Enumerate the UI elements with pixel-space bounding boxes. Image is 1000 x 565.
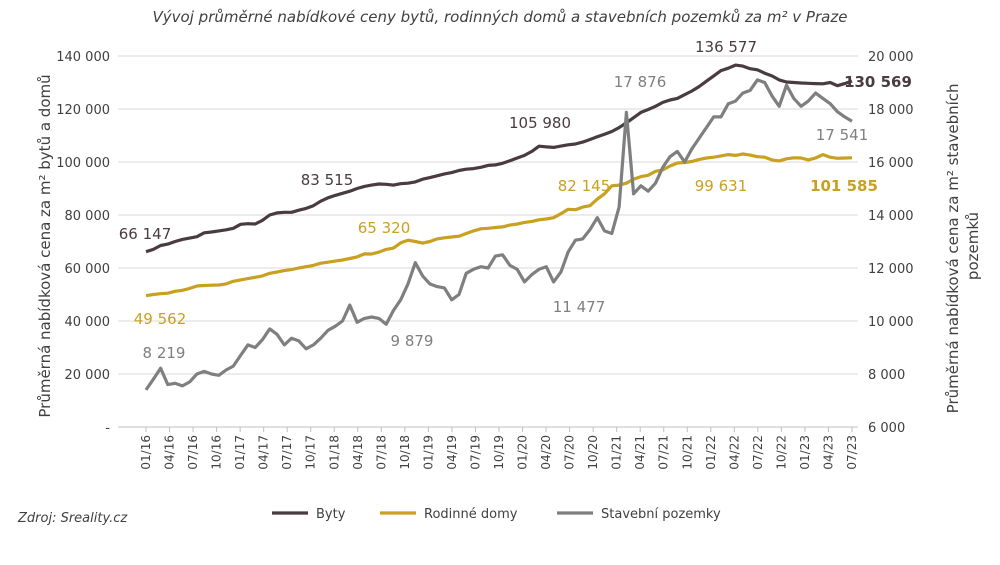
data-label: 17 876: [614, 73, 667, 91]
x-tick-label: 07/20: [563, 435, 577, 470]
y-right-tick-label: 6 000: [868, 421, 905, 436]
y-axis-right-label: Průměrná nabídková cena za m² stavebních…: [944, 79, 982, 414]
y-right-tick-label: 12 000: [868, 262, 914, 277]
x-tick-label: 07/18: [374, 435, 388, 470]
x-tick-label: 01/22: [704, 435, 718, 470]
y-left-tick-label: 140 000: [56, 50, 110, 65]
y-left-tick-label: 120 000: [56, 103, 110, 118]
y-right-tick-label: 18 000: [868, 103, 914, 118]
y-left-tick-label: 40 000: [65, 315, 111, 330]
y-left-tick-label: 80 000: [65, 209, 111, 224]
data-labels: 66 147 83 515 105 980 136 577 130 569 49 562 6…: [119, 38, 912, 362]
y-axis-left-label: Průměrná nabídková cena za m² bytů a dom…: [36, 74, 54, 417]
data-label: 130 569: [844, 73, 912, 91]
data-label: 65 320: [358, 219, 411, 237]
x-tick-label: 07/19: [468, 435, 482, 470]
y-left-tick-label: -: [105, 421, 110, 436]
x-tick-label: 04/18: [351, 435, 365, 470]
y-axis-right: 6 000 8 000 10 000 12 000 14 000 16 000 18 000…: [868, 50, 914, 436]
x-tick-label: 07/17: [280, 435, 294, 470]
series-line-byty: [145, 63, 853, 254]
legend-label: Stavební pozemky: [601, 507, 721, 522]
y-right-tick-label: 14 000: [868, 209, 914, 224]
y-left-tick-label: 20 000: [65, 368, 111, 383]
x-tick-label: 07/16: [186, 435, 200, 470]
x-tick-label: 01/23: [798, 435, 812, 470]
y-right-tick-label: 10 000: [868, 315, 914, 330]
series-lines: [144, 63, 853, 391]
x-tick-label: 10/19: [492, 435, 506, 470]
x-tick-label: 10/17: [304, 435, 318, 470]
y-left-tick-label: 60 000: [65, 262, 111, 277]
x-tick-label: 04/17: [257, 435, 271, 470]
legend-label: Rodinné domy: [424, 507, 518, 522]
grid: [118, 55, 858, 428]
data-label: 136 577: [695, 38, 757, 56]
y-axis-right-label-line2: pozemků: [964, 212, 982, 280]
x-tick-label: 10/18: [398, 435, 412, 470]
x-tick-label: 01/20: [516, 435, 530, 470]
y-right-tick-label: 8 000: [868, 368, 905, 383]
series-line-stavební-pozemky: [144, 78, 853, 391]
series-line-rodinné-domy: [145, 152, 853, 298]
y-right-tick-label: 16 000: [868, 156, 914, 171]
x-tick-label: 10/21: [680, 435, 694, 470]
y-axis-right-label-line1: Průměrná nabídková cena za m² stavebních: [944, 83, 962, 413]
data-label: 17 541: [816, 126, 869, 144]
x-tick-label: 07/21: [657, 435, 671, 470]
data-label: 9 879: [391, 332, 434, 350]
legend: Byty Rodinné domy Stavební pozemky: [272, 507, 721, 522]
legend-label: Byty: [316, 507, 346, 522]
y-axis-left: - 20 000 40 000 60 000 80 000 100 000 120 000 1…: [56, 50, 110, 436]
x-tick-label: 01/18: [327, 435, 341, 470]
y-left-tick-label: 100 000: [56, 156, 110, 171]
x-tick-label: 01/17: [233, 435, 247, 470]
data-label: 66 147: [119, 225, 172, 243]
x-tick-label: 04/16: [163, 435, 177, 470]
x-tick-label: 04/22: [727, 435, 741, 470]
y-right-tick-label: 20 000: [868, 50, 914, 65]
data-label: 99 631: [695, 177, 748, 195]
data-label: 101 585: [810, 177, 878, 195]
x-tick-label: 10/20: [586, 435, 600, 470]
x-tick-label: 04/20: [539, 435, 553, 470]
data-label: 11 477: [553, 298, 606, 316]
x-tick-label: 07/22: [751, 435, 765, 470]
data-label: 105 980: [509, 114, 571, 132]
data-label: 83 515: [301, 171, 354, 189]
x-axis: 01/16 04/16 07/16 10/16 01/17 04/17 07/17 10/17…: [118, 426, 859, 470]
data-label: 82 145: [558, 177, 611, 195]
x-tick-label: 10/22: [774, 435, 788, 470]
source-note: Zdroj: Sreality.cz: [17, 511, 128, 526]
chart-title: Vývoj průměrné nabídkové ceny bytů, rodi…: [153, 8, 848, 26]
data-label: 49 562: [134, 310, 187, 328]
x-tick-label: 04/21: [633, 435, 647, 470]
x-tick-label: 07/23: [845, 435, 859, 470]
data-label: 8 219: [143, 344, 186, 362]
x-tick-label: 01/21: [610, 435, 624, 470]
x-tick-label: 04/19: [445, 435, 459, 470]
x-tick-label: 04/23: [821, 435, 835, 470]
x-tick-label: 01/16: [139, 435, 153, 470]
x-tick-label: 10/16: [210, 435, 224, 470]
x-tick-label: 01/19: [421, 435, 435, 470]
